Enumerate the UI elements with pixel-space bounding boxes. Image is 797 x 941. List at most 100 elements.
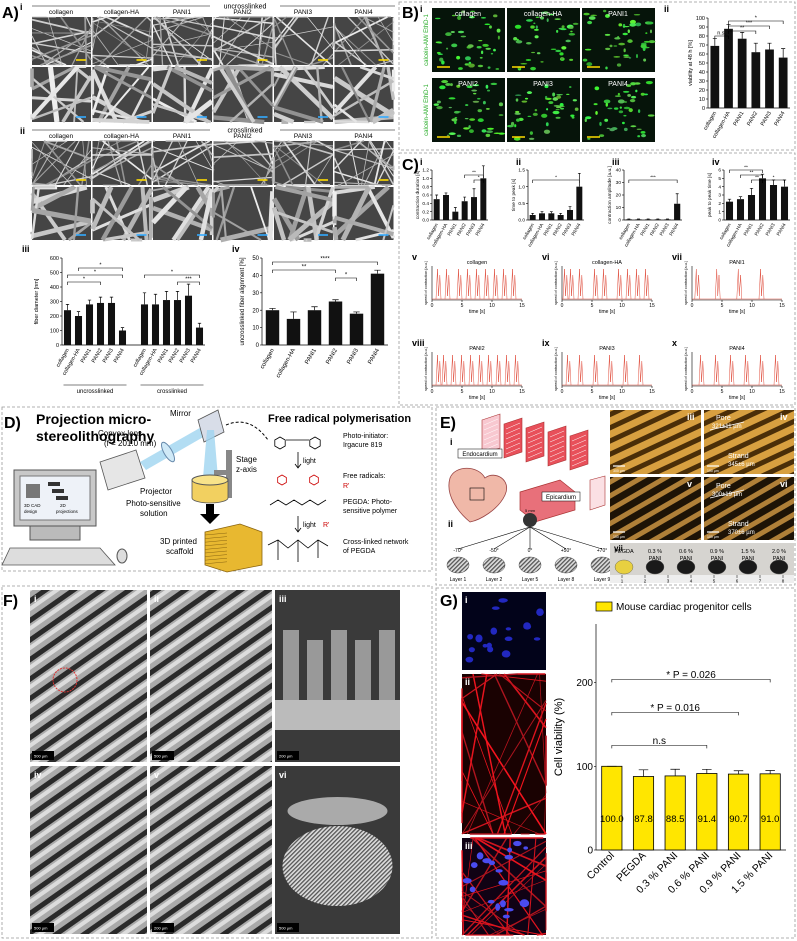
x-axis-label: time [s] <box>599 309 616 315</box>
label: -50° <box>489 548 498 554</box>
bar <box>184 295 193 345</box>
cell <box>543 11 549 14</box>
column-label: PANI1 <box>173 9 192 16</box>
cell <box>637 135 641 138</box>
fiber <box>85 16 92 28</box>
significance-bracket <box>177 281 200 285</box>
x-tick-label: PANI1 <box>304 347 318 365</box>
cell <box>461 10 466 14</box>
column-label: PANI4 <box>608 81 628 88</box>
cell <box>468 125 471 129</box>
label: Free radicals: <box>343 473 385 480</box>
y-tick-label: 0.0 <box>518 218 525 224</box>
x-tick-label: PANI4 <box>190 348 203 364</box>
fiber <box>254 140 273 144</box>
fiber <box>347 16 394 65</box>
significance: *** <box>746 21 753 27</box>
y-tick-label: 30 <box>699 79 705 85</box>
group-label: crosslinked <box>157 389 187 395</box>
bar <box>725 201 734 220</box>
fiber <box>128 78 153 123</box>
nucleus <box>495 903 501 911</box>
error-bar <box>531 212 535 215</box>
sheet-stripe <box>527 441 543 449</box>
column-label: PANI1 <box>173 133 192 140</box>
fiber <box>273 51 311 66</box>
contraction-peak <box>465 268 472 300</box>
sheet-stripe <box>527 431 543 439</box>
cell <box>613 45 618 47</box>
fiber <box>273 181 284 186</box>
fiber <box>340 185 372 242</box>
arrow-line <box>529 526 567 550</box>
cell <box>493 132 501 135</box>
column-label: PANI4 <box>354 133 373 140</box>
fiber <box>213 41 273 52</box>
y-axis-label: speed of contraction [a.u.] <box>424 347 428 391</box>
label: 8 <box>782 579 785 584</box>
error-bar <box>738 196 743 200</box>
label: Irgacure 819 <box>343 442 382 449</box>
cell <box>590 14 598 16</box>
label: PEGDA: Photo- <box>343 499 393 506</box>
cell <box>630 125 637 128</box>
column-label: PANI3 <box>294 133 313 140</box>
bar <box>765 49 774 108</box>
y-tick-label: 20 <box>699 88 705 94</box>
significance: * <box>94 270 97 276</box>
label: +50° <box>561 548 571 554</box>
confocal-image <box>462 592 546 670</box>
y-tick-label: 3 <box>718 193 721 199</box>
stain-label: calcein-AM/ EthD-1 <box>424 13 430 65</box>
bar <box>696 773 718 851</box>
group-label: uncrosslinked <box>77 389 114 395</box>
label: 1.5 % <box>741 549 755 555</box>
heart <box>448 467 507 523</box>
y-tick-label: 0.8 <box>422 184 429 190</box>
significance-bracket <box>740 174 763 178</box>
panel-label: A) <box>2 5 19 22</box>
panel-label: E) <box>440 415 456 432</box>
x-tick-label: collagen <box>260 348 276 370</box>
fiber <box>152 33 213 49</box>
micrograph <box>610 410 701 474</box>
error-bar <box>472 188 476 198</box>
benzene-ring <box>309 436 321 450</box>
error-bar <box>374 269 381 274</box>
actin-fiber <box>472 673 506 835</box>
fiber <box>164 16 213 28</box>
cell <box>514 94 522 96</box>
fiber <box>135 58 152 66</box>
scaffold-line <box>204 547 228 550</box>
actin-fiber <box>493 673 547 786</box>
column-label: collagen-HA <box>104 9 140 16</box>
strut <box>355 640 371 710</box>
x-tick-label: collagen-HA <box>275 348 297 379</box>
subpanel-label: vii <box>672 252 682 262</box>
contraction-peak <box>694 268 701 300</box>
cell <box>622 90 630 93</box>
y-tick-label: 200 <box>576 678 593 689</box>
bar <box>737 38 747 109</box>
highlight <box>52 667 78 693</box>
significance: * <box>555 175 557 181</box>
actin-fiber <box>499 673 547 712</box>
panel-label: D) <box>4 415 21 432</box>
significance-bracket <box>272 269 336 273</box>
y-axis-label: contraction amplitude [a.u.] <box>607 166 613 224</box>
cell <box>645 32 648 34</box>
subpanel-label: viii <box>412 338 425 348</box>
contraction-peak <box>441 354 448 386</box>
fiber <box>92 55 107 66</box>
cell <box>527 115 532 118</box>
sheet-stripe <box>549 440 565 448</box>
cell <box>515 98 519 102</box>
y-tick-label: 50 <box>699 61 705 67</box>
nucleus <box>470 862 478 868</box>
sheet-stripe <box>549 455 565 463</box>
cell <box>623 56 630 58</box>
cell <box>516 118 520 122</box>
cell <box>454 120 457 125</box>
scaffold-line <box>204 539 228 543</box>
y-tick-label: 5 <box>718 176 721 182</box>
